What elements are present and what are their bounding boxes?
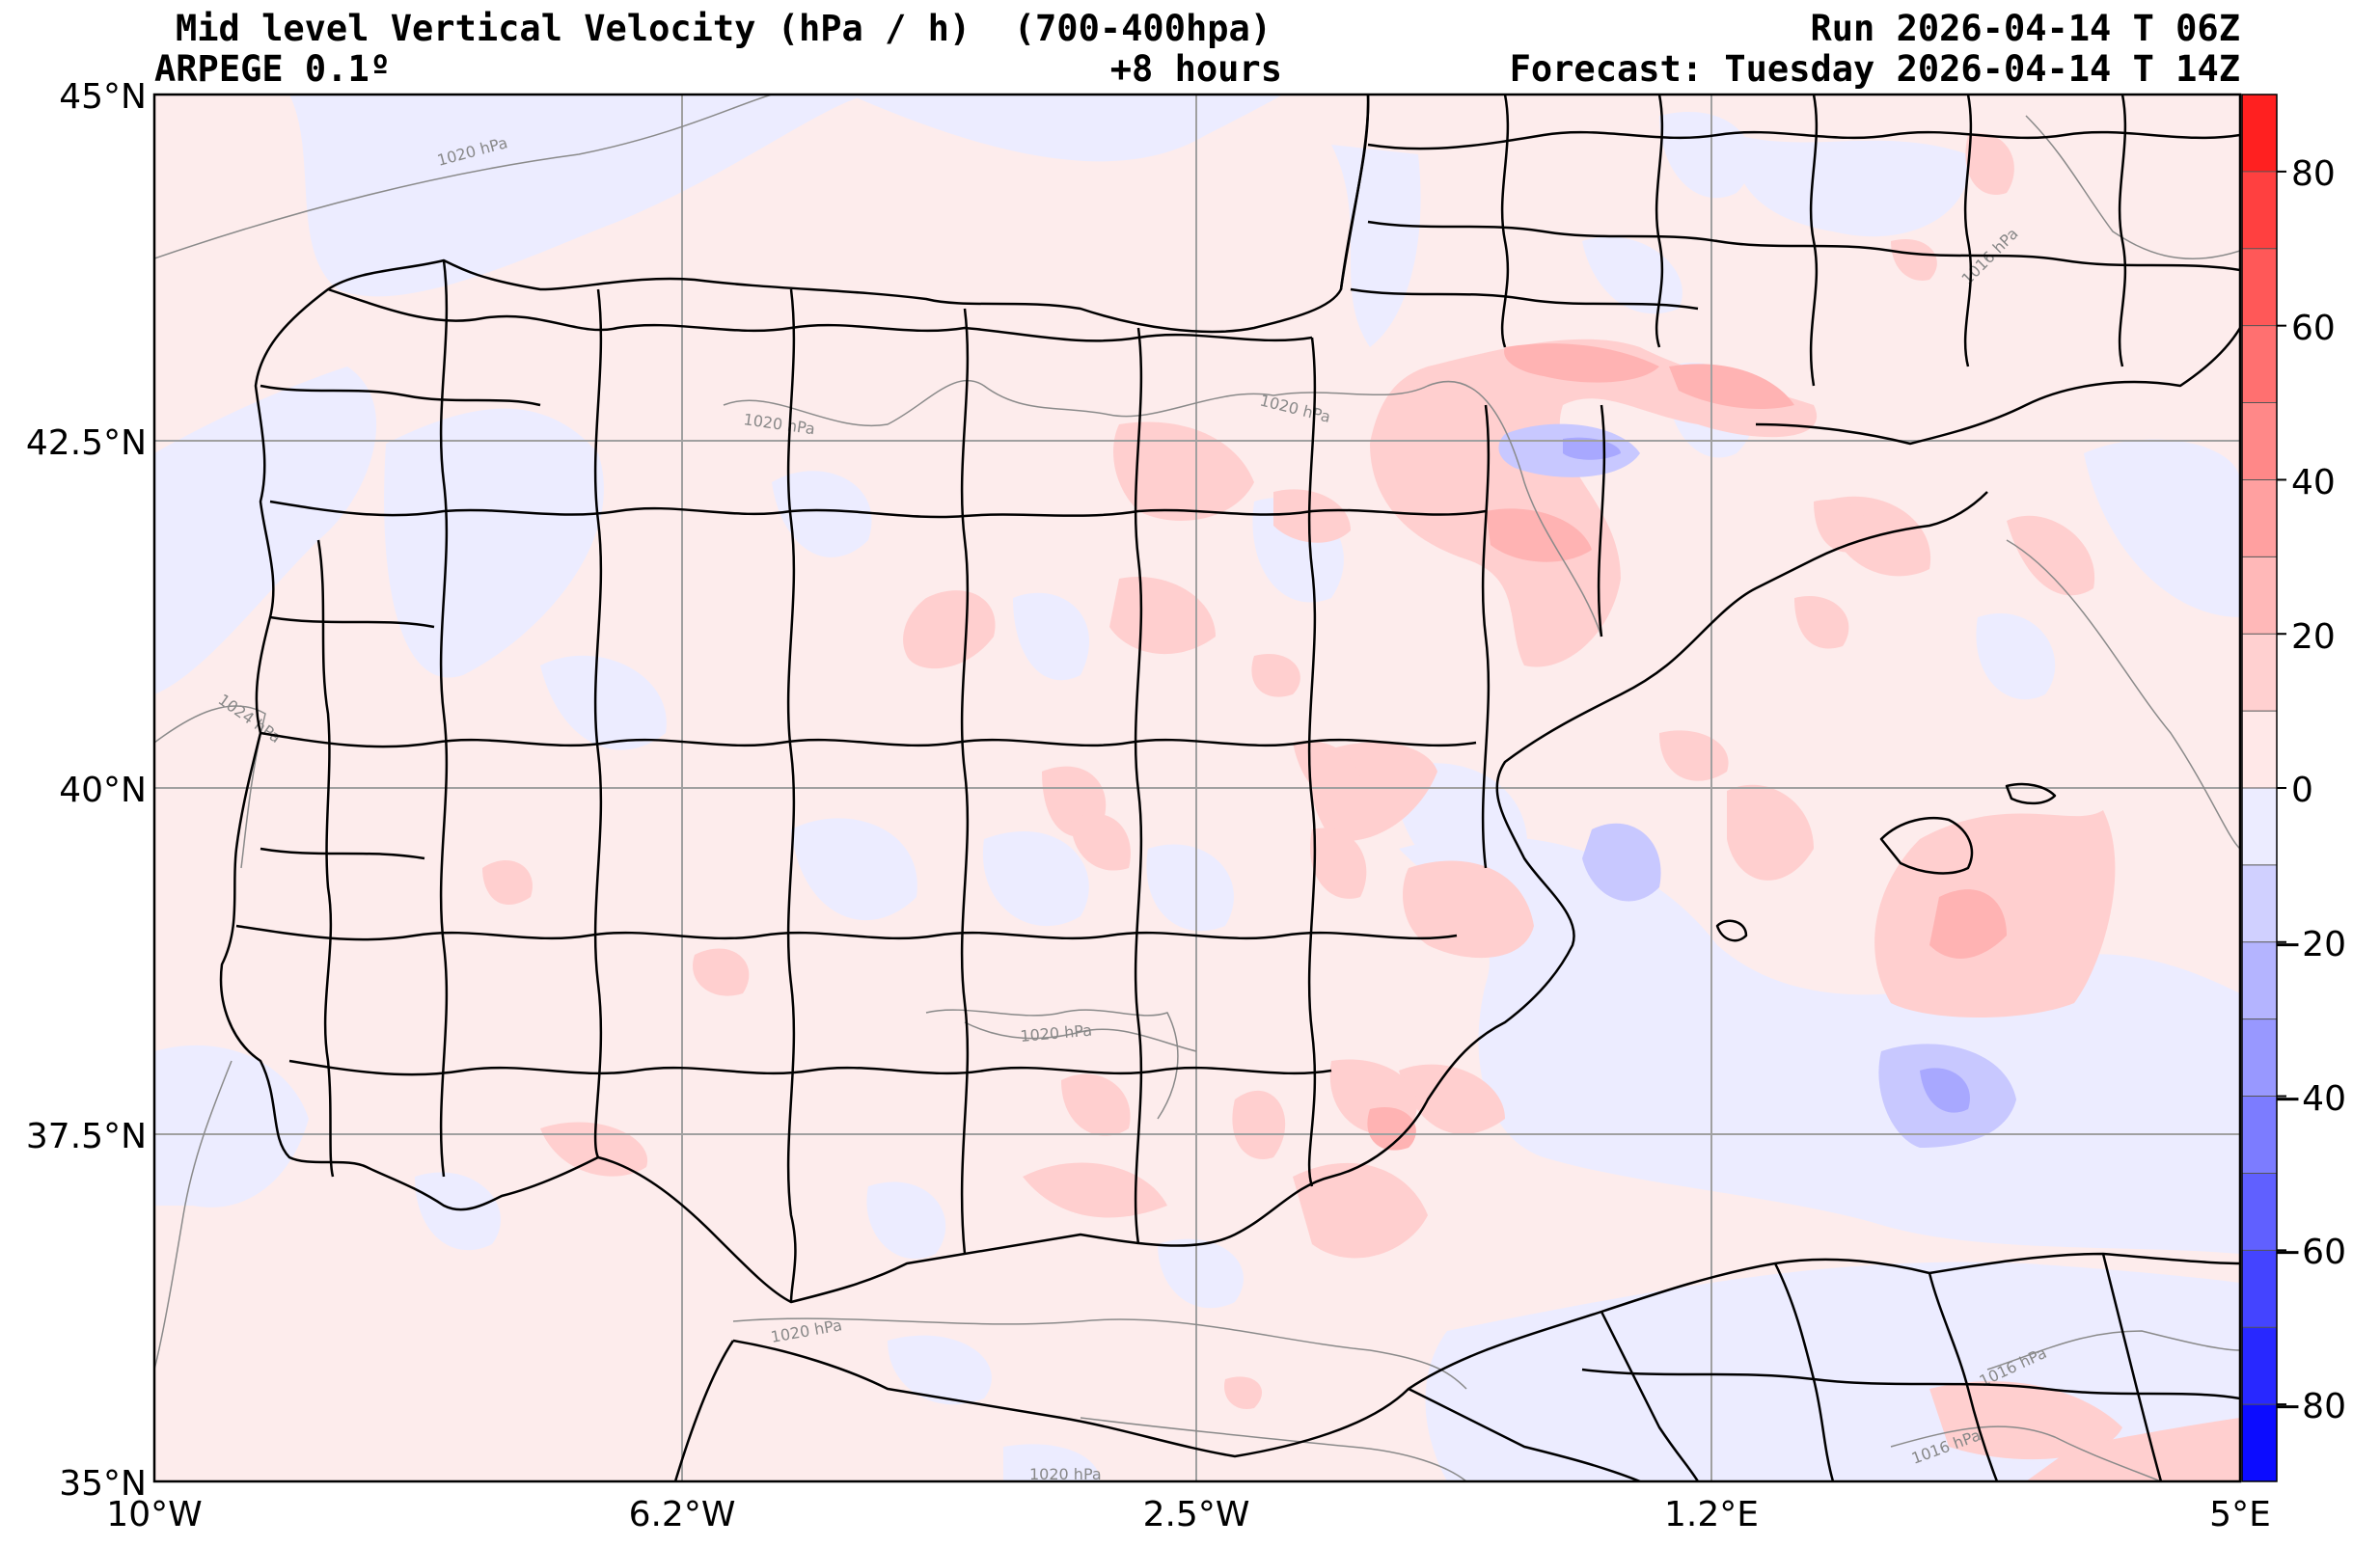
lon-label: 2.5°W (1143, 1495, 1250, 1534)
map-title: Mid level Vertical Velocity (hPa / h) (7… (176, 8, 1272, 49)
map-panel: 1020 hPa 1020 hPa 1020 hPa 1024 hPa 1016… (154, 95, 2240, 1483)
colorbar-band (2242, 479, 2277, 557)
lead-time-label: +8 hours (1109, 48, 1282, 90)
colorbar-band (2242, 711, 2277, 788)
colorbar-band (2242, 1018, 2277, 1097)
colorbar-frame (2241, 94, 2278, 1482)
lat-label: 45°N (59, 77, 147, 117)
colorbar-band (2242, 941, 2277, 1019)
lat-label: 42.5°N (26, 423, 147, 463)
colorbar-label: 80 (2291, 154, 2336, 194)
colorbar-band (2242, 634, 2277, 712)
colorbar-band (2242, 95, 2277, 172)
lon-label: 1.2°E (1664, 1495, 1759, 1534)
model-label: ARPEGE 0.1º (154, 48, 392, 90)
colorbar-band (2242, 402, 2277, 480)
colorbar-band (2242, 248, 2277, 326)
colorbar-label: −60 (2273, 1233, 2346, 1272)
colorbar-label: 60 (2291, 309, 2336, 348)
colorbar-band (2242, 1173, 2277, 1251)
colorbar-band (2242, 1404, 2277, 1481)
colorbar-band (2242, 1327, 2277, 1405)
colorbar-label: −40 (2273, 1079, 2346, 1119)
coastlines-and-borders (219, 95, 2240, 1481)
colorbar-band (2242, 1250, 2277, 1328)
isobar-label: 1020 hPa (1029, 1465, 1102, 1483)
lat-label: 37.5°N (26, 1117, 147, 1156)
lon-label: 5°E (2209, 1495, 2271, 1534)
colorbar-band (2242, 1096, 2277, 1174)
map-frame (152, 93, 2242, 1483)
forecast-label: Forecast: Tuesday 2026-04-14 T 14Z (1509, 48, 2240, 90)
colorbar-label: −80 (2273, 1387, 2346, 1426)
lon-label: 6.2°W (629, 1495, 736, 1534)
colorbar-band (2242, 864, 2277, 942)
longitude-labels: 10°W 6.2°W 2.5°W 1.2°E 5°E (106, 1495, 2271, 1534)
colorbar-ticks: 80 60 40 20 0 −20 −40 −60 −80 (2273, 154, 2346, 1426)
colorbar-band (2242, 325, 2277, 403)
lat-label: 35°N (59, 1464, 147, 1504)
colorbar-label: −20 (2273, 925, 2346, 964)
colorbar-band (2242, 788, 2277, 865)
lon-label: 10°W (106, 1495, 202, 1534)
run-label: Run 2026-04-14 T 06Z (1810, 8, 2240, 49)
colorbar-label: 40 (2291, 463, 2336, 502)
latitude-labels: 45°N 42.5°N 40°N 37.5°N 35°N (26, 77, 147, 1504)
colorbar-band (2242, 171, 2277, 249)
colorbar-label: 0 (2291, 771, 2313, 810)
colorbar (2242, 95, 2286, 1481)
colorbar-label: 20 (2291, 617, 2336, 657)
lat-label: 40°N (59, 771, 147, 810)
colorbar-band (2242, 556, 2277, 635)
